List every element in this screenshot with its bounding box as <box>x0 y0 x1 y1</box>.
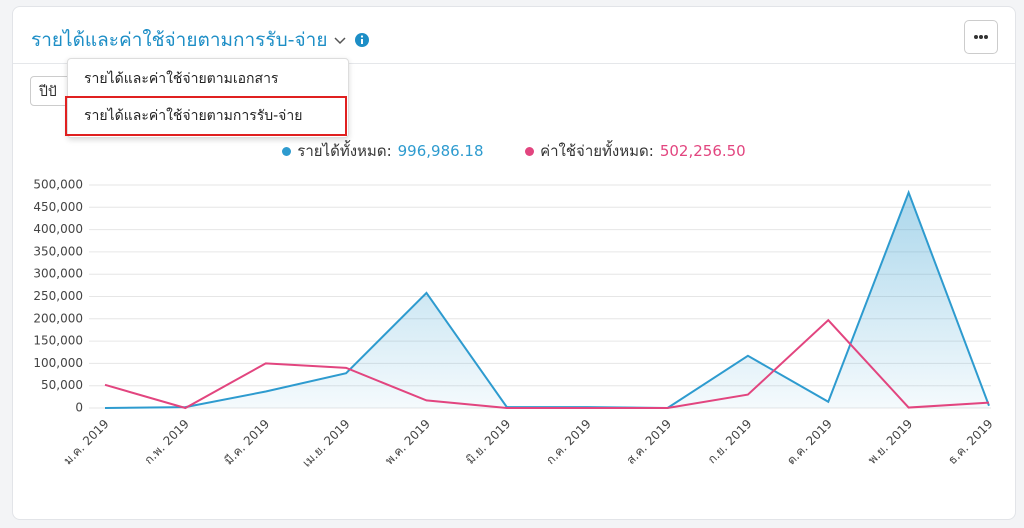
dropdown-item[interactable]: รายได้และค่าใช้จ่ายตามการรับ-จ่าย <box>84 108 303 124</box>
x-tick-label: พ.ย. 2019 <box>865 417 915 467</box>
x-tick-label: มี.ค. 2019 <box>221 417 272 468</box>
x-tick-label: ก.พ. 2019 <box>142 417 192 467</box>
y-tick-label: 300,000 <box>33 267 83 281</box>
header-divider <box>13 63 1015 64</box>
legend-dot <box>282 147 292 156</box>
x-tick-label: เม.ย. 2019 <box>300 417 353 470</box>
x-tick-label: ธ.ค. 2019 <box>945 417 995 467</box>
x-tick-label: มิ.ย. 2019 <box>463 417 513 467</box>
menu-button[interactable] <box>964 20 998 54</box>
y-tick-label: 200,000 <box>33 311 83 325</box>
legend-total: 502,256.50 <box>659 142 746 160</box>
legend: รายได้ทั้งหมด: 996,986.18 ค่าใช้จ่ายทั้งห… <box>13 139 1015 163</box>
legend-label: ค่าใช้จ่ายทั้งหมด: <box>540 142 654 160</box>
dropdown-item[interactable]: รายได้และค่าใช้จ่ายตามเอกสาร <box>84 71 279 87</box>
y-tick-label: 250,000 <box>33 289 83 303</box>
y-tick-label: 400,000 <box>33 222 83 236</box>
dropdown: รายได้และค่าใช้จ่ายตามเอกสาร รายได้และค่… <box>65 58 349 138</box>
x-tick-label: ต.ค. 2019 <box>784 417 835 468</box>
y-tick-label: 0 <box>75 401 83 415</box>
chart: 0 50,000 100,000 150,000 200,000 250,000 300,0… <box>33 178 995 470</box>
x-tick-label: ก.ค. 2019 <box>543 417 593 467</box>
legend-dot <box>525 147 535 156</box>
header-icons[interactable] <box>333 31 373 51</box>
card: 0 50,000 100,000 150,000 200,000 250,000 300,0… <box>12 6 1016 520</box>
header-title[interactable]: รายได้และค่าใช้จ่ายตามการรับ-จ่าย <box>31 29 328 51</box>
y-tick-label: 100,000 <box>33 356 83 370</box>
line <box>104 318 990 410</box>
highlight-box <box>65 96 347 136</box>
x-tick-label: ก.ย. 2019 <box>705 417 755 467</box>
area <box>105 192 989 408</box>
y-tick-label: 500,000 <box>33 178 83 192</box>
x-tick-label: ส.ค. 2019 <box>624 417 674 467</box>
y-tick-label: 50,000 <box>41 378 83 392</box>
y-tick-label: 450,000 <box>33 200 83 214</box>
legend-label: รายได้ทั้งหมด: <box>297 142 392 160</box>
y-tick-label: 350,000 <box>33 244 83 258</box>
x-tick-label: ม.ค. 2019 <box>61 417 112 468</box>
y-tick-label: 150,000 <box>33 334 83 348</box>
x-tick-label: พ.ค. 2019 <box>382 417 433 468</box>
legend-total: 996,986.18 <box>397 142 484 160</box>
